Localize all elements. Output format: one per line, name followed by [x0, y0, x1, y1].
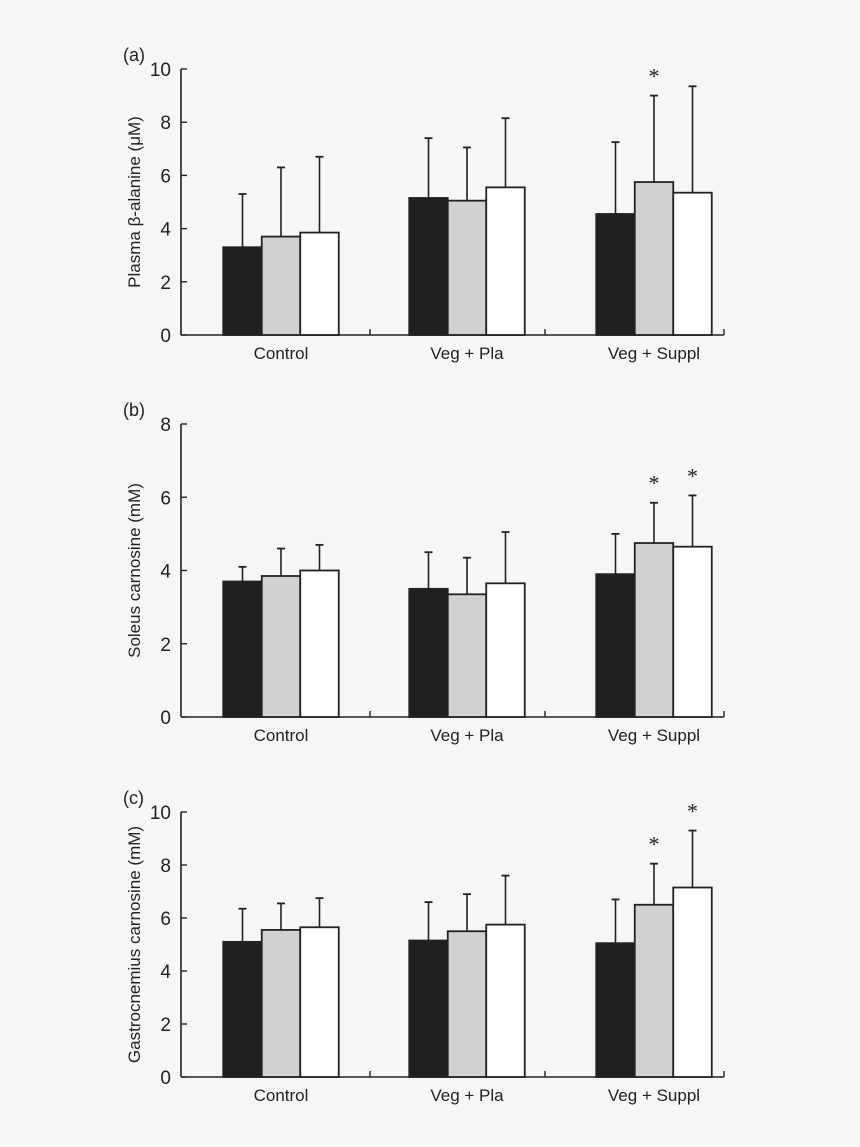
- bar: [408, 587, 449, 718]
- bar: [672, 886, 713, 1078]
- y-tick-label: 4: [160, 962, 171, 983]
- bar: [408, 197, 449, 336]
- x-tick-label: Veg + Suppl: [608, 344, 700, 363]
- significance-marker: *: [649, 832, 660, 857]
- bar: [260, 575, 302, 718]
- y-axis-label: Plasma β-alanine (μM): [125, 116, 144, 288]
- y-tick-label: 6: [160, 909, 171, 930]
- x-tick-label: Veg + Pla: [430, 344, 504, 363]
- significance-marker: *: [649, 64, 660, 89]
- bar: [595, 573, 636, 718]
- y-tick-label: 2: [160, 635, 171, 656]
- panel-a: (a) Plasma β-alanine (μM) 0 2 4 6 8 10 Control Ve…: [123, 45, 725, 363]
- panel-label: (b): [123, 400, 145, 420]
- bar: [595, 942, 636, 1078]
- bar: [485, 186, 526, 336]
- y-tick-label: 8: [160, 113, 171, 134]
- bar: [485, 923, 526, 1078]
- bar: [222, 246, 263, 336]
- y-tick-label: 10: [150, 803, 171, 824]
- bar: [222, 940, 263, 1078]
- y-tick-label: 0: [160, 326, 171, 347]
- y-tick-label: 0: [160, 1068, 171, 1089]
- x-tick-label: Control: [254, 344, 309, 363]
- x-tick-label: Control: [254, 726, 309, 745]
- significance-marker: *: [687, 463, 698, 488]
- panel-b: (b) Soleus carnosine (mM) 0 2 4 6 8 Control Veg …: [123, 400, 725, 745]
- significance-marker: *: [649, 471, 660, 496]
- significance-marker: *: [687, 799, 698, 824]
- x-tick-label: Veg + Suppl: [608, 1086, 700, 1105]
- bar: [633, 181, 675, 336]
- y-tick-label: 4: [160, 562, 171, 583]
- y-tick-label: 0: [160, 708, 171, 729]
- bar: [408, 939, 449, 1078]
- bar: [672, 545, 713, 718]
- bar: [299, 926, 340, 1078]
- panel-label: (a): [123, 45, 145, 65]
- y-tick-label: 10: [150, 60, 171, 81]
- y-tick-label: 2: [160, 273, 171, 294]
- bar: [446, 199, 488, 336]
- y-tick-label: 6: [160, 488, 171, 509]
- y-tick-label: 8: [160, 415, 171, 436]
- bar: [299, 231, 340, 336]
- bar: [672, 191, 713, 336]
- bar: [485, 582, 526, 718]
- y-tick-label: 2: [160, 1015, 171, 1036]
- bar: [222, 580, 263, 718]
- y-tick-label: 8: [160, 856, 171, 877]
- x-tick-label: Veg + Pla: [430, 1086, 504, 1105]
- x-tick-label: Veg + Pla: [430, 726, 504, 745]
- bar: [299, 569, 340, 718]
- x-tick-label: Control: [254, 1086, 309, 1105]
- bar: [633, 903, 675, 1078]
- bar: [446, 593, 488, 718]
- x-tick-label: Veg + Suppl: [608, 726, 700, 745]
- y-axis-label: Gastrocnemius carnosine (mM): [125, 826, 144, 1063]
- bar: [595, 213, 636, 336]
- y-tick-label: 4: [160, 220, 171, 241]
- bar: [260, 235, 302, 336]
- y-tick-label: 6: [160, 166, 171, 187]
- bar: [633, 542, 675, 718]
- bar: [260, 929, 302, 1078]
- panel-c: (c) Gastrocnemius carnosine (mM) 0 2 4 6 8 10 Co…: [123, 788, 725, 1105]
- bar: [446, 930, 488, 1078]
- panel-label: (c): [123, 788, 144, 808]
- y-axis-label: Soleus carnosine (mM): [125, 483, 144, 658]
